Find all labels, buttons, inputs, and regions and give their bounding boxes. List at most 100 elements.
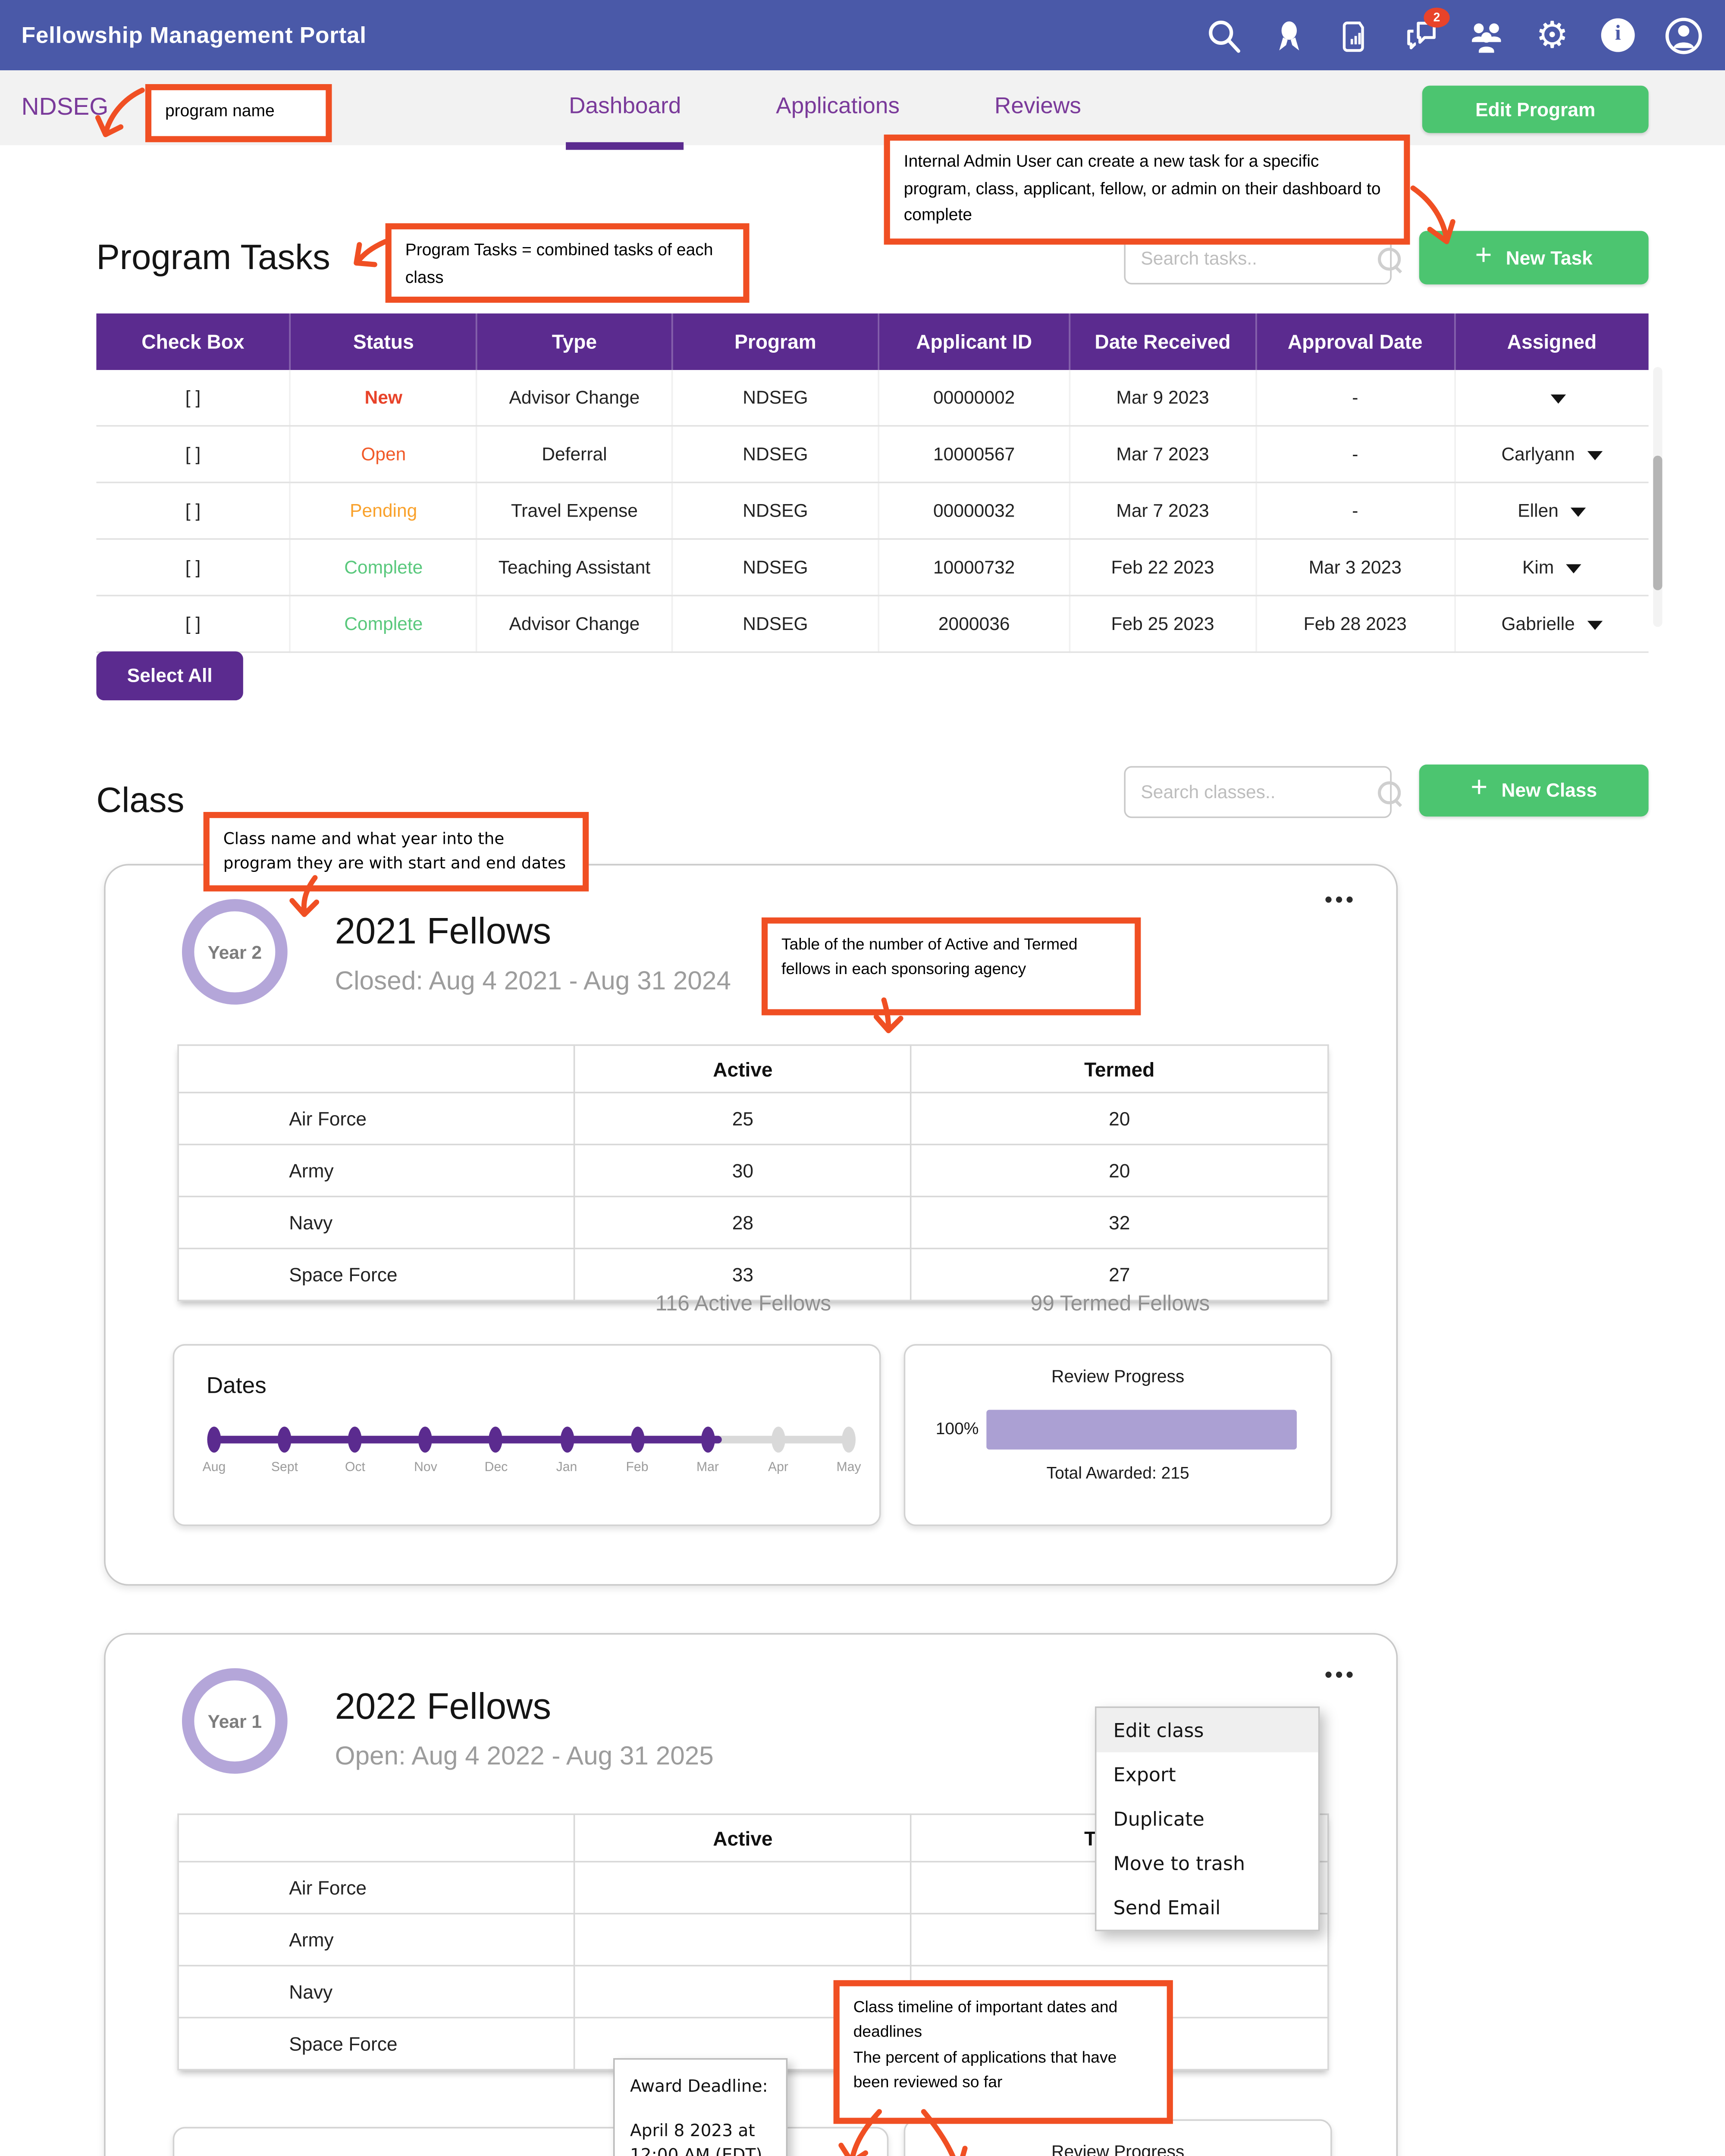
menu-item-edit-class[interactable]: Edit class: [1096, 1708, 1318, 1752]
tooltip-title: Award Deadline:: [630, 2076, 768, 2096]
tasks-search-input[interactable]: [1125, 248, 1378, 270]
task-status: New: [364, 387, 403, 408]
settings-button[interactable]: ⚙: [1532, 15, 1572, 55]
classes-search-input[interactable]: [1125, 781, 1378, 803]
menu-item-export[interactable]: Export: [1113, 1763, 1176, 1786]
agency-table-2021: Active Termed Air Force 25 20 Army 30 20 Navy 2…: [177, 1044, 1329, 1301]
row-checkbox[interactable]: [ ]: [185, 500, 201, 522]
timeline-month-label: Nov: [414, 1458, 437, 1474]
tab-applications[interactable]: Applications: [776, 93, 900, 119]
tooltip-date-line2: 12:00 AM (EDT): [630, 2145, 762, 2156]
ellipsis-menu-icon[interactable]: •••: [1324, 1662, 1357, 1687]
agency-row: Army: [177, 1913, 1329, 1967]
breadcrumb-program[interactable]: NDSEG: [21, 94, 109, 121]
account-button[interactable]: [1664, 15, 1703, 55]
task-applicant-id: 2000036: [878, 595, 1070, 653]
task-date-received: Mar 9 2023: [1070, 370, 1257, 427]
agency-name: Army: [177, 1144, 576, 1197]
total-awarded: Total Awarded: 215: [1046, 1465, 1189, 1483]
review-progress-fill: [986, 1410, 1297, 1450]
awards-button[interactable]: [1269, 15, 1309, 55]
timeline-month-label: Sept: [271, 1458, 298, 1474]
search-magnifier-icon: [1378, 247, 1401, 270]
class-period: Open: Aug 4 2022 - Aug 31 2025: [335, 1742, 714, 1771]
task-status: Open: [361, 443, 406, 465]
task-date-received: Mar 7 2023: [1070, 426, 1257, 483]
row-checkbox[interactable]: [ ]: [185, 556, 201, 578]
year-badge: Year 1: [182, 1668, 288, 1774]
annotation-arrow-review: [921, 2109, 968, 2156]
review-progress-panel: Review Progress 100% Total Awarded: 215: [903, 1344, 1332, 1526]
menu-item-duplicate[interactable]: Duplicate: [1113, 1807, 1204, 1830]
task-row: [ ] Complete Teaching Assistant NDSEG 100007…: [96, 539, 1649, 596]
task-applicant-id: 10000732: [878, 539, 1070, 596]
task-row: [ ] Pending Travel Expense NDSEG 00000032 Mar…: [96, 482, 1649, 540]
task-program: NDSEG: [672, 426, 880, 483]
assigned-dropdown-icon[interactable]: [1550, 394, 1566, 404]
agency-termed-count: 20: [910, 1144, 1329, 1197]
timeline-node: [278, 1426, 292, 1453]
messages-button[interactable]: 2: [1401, 7, 1450, 55]
menu-item-send-email[interactable]: Send Email: [1113, 1896, 1221, 1919]
col-agency: [177, 1044, 576, 1094]
tab-dashboard[interactable]: Dashboard: [566, 93, 685, 150]
assigned-dropdown-icon[interactable]: [1571, 507, 1586, 517]
tab-reviews[interactable]: Reviews: [994, 93, 1081, 119]
agency-header-row: Active Termed: [177, 1044, 1329, 1094]
annotation-timeline-review: Class timeline of important dates and de…: [833, 1980, 1173, 2124]
row-checkbox[interactable]: [ ]: [185, 387, 201, 408]
row-checkbox[interactable]: [ ]: [185, 443, 201, 465]
assigned-dropdown-icon[interactable]: [1566, 564, 1582, 573]
task-approval-date: Mar 3 2023: [1255, 539, 1455, 596]
timeline-node: [207, 1426, 221, 1453]
timeline-month-label: Mar: [696, 1458, 719, 1474]
col-approval-date: Approval Date: [1255, 313, 1455, 370]
col-active: Active: [574, 1813, 912, 1863]
class-card-2022: Year 1 2022 Fellows Open: Aug 4 2022 - A…: [104, 1633, 1398, 2156]
class-section-title: Class: [96, 780, 185, 820]
dates-panel: Dates Aug Sept Oct Nov Dec Jan Feb Mar Apr May: [172, 1344, 881, 1526]
tasks-scrollbar-thumb[interactable]: [1653, 455, 1662, 590]
review-progress-title: Review Progress: [1051, 1368, 1185, 1387]
task-row: [ ] Complete Advisor Change NDSEG 2000036 Feb…: [96, 595, 1649, 653]
dates-label: Dates: [206, 1373, 267, 1399]
edit-program-button[interactable]: Edit Program: [1422, 85, 1649, 133]
timeline-month-label: Feb: [626, 1458, 649, 1474]
info-button[interactable]: i: [1598, 15, 1638, 55]
task-type: Deferral: [477, 426, 673, 483]
row-checkbox[interactable]: [ ]: [185, 613, 201, 635]
agency-termed-count: 20: [910, 1091, 1329, 1146]
col-checkbox: Check Box: [96, 313, 292, 370]
assigned-dropdown-icon[interactable]: [1587, 620, 1603, 630]
gear-icon: ⚙: [1536, 13, 1569, 57]
reports-button[interactable]: [1335, 15, 1375, 55]
timeline-node: [701, 1426, 715, 1453]
timeline-month-label: Apr: [768, 1458, 788, 1474]
nav-tabs: Dashboard Applications Reviews: [566, 93, 1081, 150]
select-all-button[interactable]: Select All: [96, 651, 243, 701]
annotation-timeline-text: Class timeline of important dates and de…: [853, 1998, 1118, 2042]
agency-active-count: 33: [574, 1247, 912, 1301]
annotation-arrow-new-task: [1410, 185, 1455, 244]
menu-item-move-to-trash[interactable]: Move to trash: [1113, 1852, 1245, 1875]
users-button[interactable]: [1467, 15, 1506, 55]
ellipsis-menu-icon[interactable]: •••: [1324, 887, 1357, 912]
program-tasks-table: Check Box Status Type Program Applicant …: [96, 313, 1649, 653]
timeline-node: [630, 1426, 644, 1453]
task-applicant-id: 00000032: [878, 482, 1070, 540]
task-program: NDSEG: [672, 539, 880, 596]
annotation-class-info: Class name and what year into the progra…: [203, 812, 589, 892]
agency-active-count: 30: [574, 1144, 912, 1197]
search-button[interactable]: [1204, 15, 1243, 55]
new-task-button[interactable]: + New Task: [1419, 231, 1649, 285]
tasks-scrollbar-track[interactable]: [1653, 367, 1662, 627]
year-badge: Year 2: [182, 899, 288, 1005]
task-type: Teaching Assistant: [477, 539, 673, 596]
assigned-dropdown-icon[interactable]: [1587, 451, 1603, 460]
annotation-new-task: Internal Admin User can create a new tas…: [884, 135, 1410, 245]
annotation-arrow-timeline: [838, 2109, 882, 2156]
class-card-2021: Year 2 2021 Fellows Closed: Aug 4 2021 -…: [104, 864, 1398, 1586]
people-icon: [1472, 22, 1501, 52]
task-approval-date: -: [1255, 426, 1455, 483]
new-class-button[interactable]: + New Class: [1419, 765, 1649, 817]
